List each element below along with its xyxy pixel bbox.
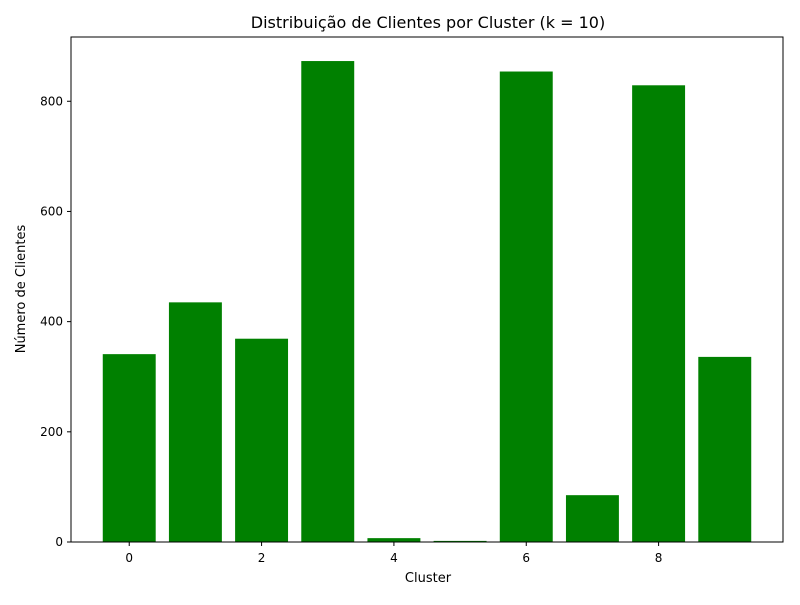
y-tick-label: 600 — [40, 204, 63, 218]
bar-cluster-7 — [565, 495, 619, 542]
bar-cluster-8 — [632, 85, 686, 542]
y-tick-label: 200 — [40, 425, 63, 439]
x-axis: 0 2 4 6 8 — [125, 542, 662, 565]
x-tick-label: 0 — [125, 551, 133, 565]
y-tick-label: 0 — [55, 535, 63, 549]
x-tick-label: 2 — [258, 551, 266, 565]
bar-cluster-1 — [168, 302, 222, 542]
y-tick-label: 400 — [40, 315, 63, 329]
x-tick-label: 8 — [655, 551, 663, 565]
bar-cluster-2 — [235, 338, 289, 542]
plot-frame — [70, 36, 784, 543]
x-tick-label: 4 — [390, 551, 398, 565]
y-axis-label: Número de Clientes — [14, 224, 29, 353]
bar-cluster-3 — [301, 61, 355, 543]
y-tick-label: 800 — [40, 94, 63, 108]
bar-cluster-9 — [698, 356, 752, 542]
x-axis-label: Cluster — [405, 571, 452, 586]
chart-title: Distribuição de Clientes por Cluster (k … — [251, 13, 605, 32]
bars-group — [102, 61, 752, 543]
bar-cluster-5 — [433, 540, 487, 542]
bar-cluster-4 — [367, 538, 421, 542]
x-tick-label: 6 — [522, 551, 530, 565]
y-axis: 0 200 400 600 800 — [40, 94, 71, 549]
bar-cluster-0 — [102, 354, 156, 542]
bar-cluster-6 — [499, 71, 553, 543]
